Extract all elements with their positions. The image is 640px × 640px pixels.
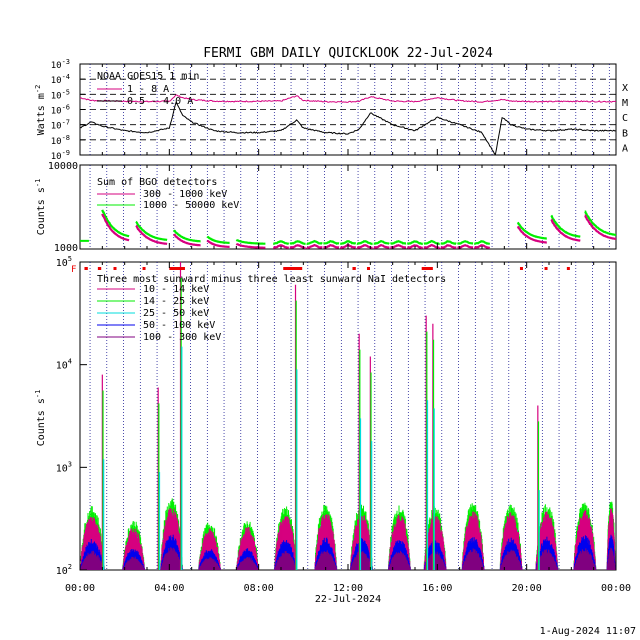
bgo-panel: 10000 1000 Sum of BGO detectors 300 - 10… [34,161,617,254]
goes-legend-short: 0.5 - 4.0 A [127,96,193,107]
goes-ytick-label: 10-5 [51,88,70,101]
bgo-ylabel: Counts s-1 [34,179,47,236]
goes-legend-long: 1 - 8 A [127,84,169,95]
nai-legend-entry: 50 - 100 keV [143,320,215,331]
nai-flare-flag [97,267,102,270]
bgo-ytick-bottom: 1000 [54,243,78,254]
bgo-series-line [235,242,266,249]
footer-timestamp: 1-Aug-2024 11:07 [540,626,636,637]
bgo-series-line [390,239,407,245]
nai-legend-title: Three most sunward minus three least sun… [97,274,446,285]
bgo-series-line [584,210,616,236]
x-tick-label: 00:00 [65,583,95,594]
bgo-series-line [473,239,491,245]
bgo-series-line [206,235,230,244]
goes-legend-title: NOAA GOES15 1 min [97,71,199,82]
nai-ylabel: Counts s-1 [34,390,47,447]
bgo-series-line [101,209,130,238]
goes-ytick-label: 10-4 [51,73,70,86]
nai-ytick-label: 104 [56,358,72,372]
bgo-ytick-top: 10000 [48,161,78,172]
x-tick-label: 20:00 [512,583,542,594]
bgo-series-line [289,240,306,245]
bgo-series-line [356,240,373,246]
bgo-series-line [373,244,390,249]
x-tick-label: 12:00 [333,583,363,594]
nai-flare-flag [519,267,523,270]
nai-legend-entry: 10 - 14 keV [143,284,209,295]
nai-flare-flag [283,267,303,270]
bgo-series-line [135,220,168,241]
goes-class-letter: M [622,98,628,109]
bgo-series-line [323,240,340,245]
bgo-series-line [373,240,390,245]
bgo-legend-title: Sum of BGO detectors [97,177,217,188]
goes-ytick-label: 10-3 [51,58,70,71]
goes-class-letter: X [622,83,628,94]
nai-flare-flag [84,267,88,270]
nai-legend-entry: 14 - 25 keV [143,296,209,307]
goes-ylabel: Watts m-2 [34,85,47,136]
chart-title: FERMI GBM DAILY QUICKLOOK 22-Jul-2024 [203,46,493,61]
x-axis: 00:00 04:00 08:00 12:00 16:00 20:00 00:00 [65,64,631,594]
bgo-series-line [273,240,290,245]
bgo-series-line [550,218,581,242]
bgo-series-line [172,233,201,247]
bgo-legend-2: 1000 - 50000 keV [143,200,239,211]
goes-series-line [79,94,617,103]
nai-legend-entry: 25 - 50 keV [143,308,209,319]
nai-flare-flag [366,267,370,270]
bgo-series-line [135,224,168,245]
nai-ytick-label: 103 [56,460,72,474]
bgo-series-line [306,243,323,249]
bgo-series-line [407,240,424,245]
goes-ytick-label: 10-6 [51,104,70,117]
nai-flare-flag [566,267,570,270]
x-tick-label: 04:00 [154,583,184,594]
nai-flare-flag [544,267,548,270]
nai-ytick-label: 105 [56,255,72,269]
bgo-series-line [473,243,491,249]
bgo-series-line [407,244,424,249]
bgo-series-line [306,239,323,245]
bgo-series-line [440,244,457,249]
bgo-series-line [457,240,474,245]
bgo-series-line [516,225,547,244]
bgo-series-line [440,240,457,245]
nai-legend-entry: 100 - 300 keV [143,332,221,343]
bgo-series-line [516,221,547,240]
bgo-legend-1: 300 - 1000 keV [143,189,227,200]
goes-ytick-label: 10-7 [51,119,70,132]
bgo-series-line [172,229,201,243]
x-axis-label: 22-Jul-2024 [315,594,381,605]
nai-ytick-label: 102 [56,563,72,577]
nai-flare-flag [352,267,356,270]
bgo-series-line [206,239,230,248]
x-tick-label: 08:00 [244,583,274,594]
nai-flare-flag [169,267,185,270]
nai-flare-flag [113,267,117,270]
bgo-series-line [101,213,130,242]
nai-flare-flag [421,267,433,270]
x-tick-label: 00:00 [601,583,631,594]
goes-class-letter: B [622,128,628,139]
goes-class-letter: A [622,143,628,154]
goes-series-line [79,101,617,156]
bgo-series-line [550,214,581,238]
bgo-series-line [584,214,616,240]
bgo-series-line [273,244,290,249]
bgo-series-line [235,238,266,245]
nai-flare-flag [142,267,146,270]
x-tick-label: 16:00 [422,583,452,594]
nai-flag-label: F [71,265,76,275]
bgo-series-line [339,239,357,245]
nai-panel: 105 104 103 102 F Three most sunward minus … [34,255,617,577]
goes-class-letter: C [622,113,628,124]
goes-ytick-label: 10-8 [51,134,70,147]
